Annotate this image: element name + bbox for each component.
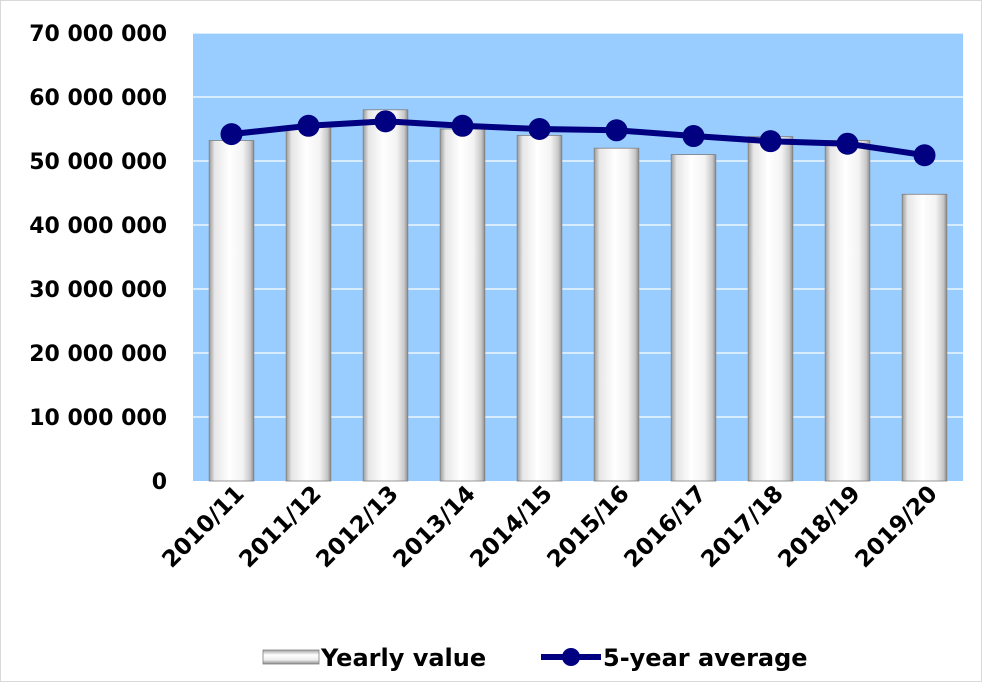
bar: [208, 140, 255, 482]
x-tick-label: 2019/20: [851, 481, 943, 573]
line-point: [836, 132, 859, 155]
x-tick-label: 2018/19: [774, 481, 866, 573]
line-series: [220, 110, 936, 167]
legend-bar-swatch: [262, 649, 320, 665]
x-tick-label: 2017/18: [697, 481, 789, 573]
line-point: [528, 118, 551, 140]
line-point: [605, 119, 628, 142]
average-line: [231, 118, 925, 159]
legend-line-marker: [562, 648, 580, 666]
x-tick-label: 2010/11: [158, 481, 250, 573]
y-axis-tick-labels: 0 10 000 000 20 000 000 30 000 000 40 000 00…: [29, 22, 167, 495]
line-point: [297, 114, 320, 137]
legend: Yearly value 5-year average: [262, 644, 808, 672]
y-tick-label: 0: [152, 470, 167, 495]
bar-series: [208, 109, 948, 482]
bar: [670, 154, 717, 482]
bar: [824, 140, 871, 482]
line-point: [220, 123, 243, 146]
legend-label-yearly: Yearly value: [320, 644, 486, 672]
line-point: [682, 125, 705, 148]
y-tick-label: 50 000 000: [29, 150, 167, 175]
bar: [516, 134, 563, 482]
x-tick-label: 2015/16: [543, 481, 635, 573]
x-tick-label: 2013/14: [389, 481, 481, 573]
bar: [593, 147, 640, 482]
x-tick-label: 2016/17: [620, 481, 712, 573]
x-tick-label: 2012/13: [312, 481, 404, 573]
bar: [901, 193, 948, 482]
x-tick-label: 2011/12: [235, 481, 327, 573]
line-point: [759, 130, 782, 153]
bar: [362, 109, 409, 482]
y-tick-label: 70 000 000: [29, 22, 167, 47]
y-tick-label: 40 000 000: [29, 214, 167, 239]
x-axis-tick-labels: 2010/112011/122012/132013/142014/152015/…: [158, 481, 943, 573]
y-tick-label: 10 000 000: [29, 406, 167, 431]
bar: [439, 128, 486, 482]
legend-label-average: 5-year average: [603, 644, 808, 672]
line-point: [374, 110, 397, 133]
y-tick-label: 30 000 000: [29, 278, 167, 303]
x-tick-label: 2014/15: [466, 481, 558, 573]
bar: [747, 136, 794, 482]
y-tick-label: 60 000 000: [29, 86, 167, 111]
line-point: [913, 144, 936, 167]
bar: [285, 125, 332, 482]
line-point: [451, 114, 474, 137]
y-tick-label: 20 000 000: [29, 342, 167, 367]
